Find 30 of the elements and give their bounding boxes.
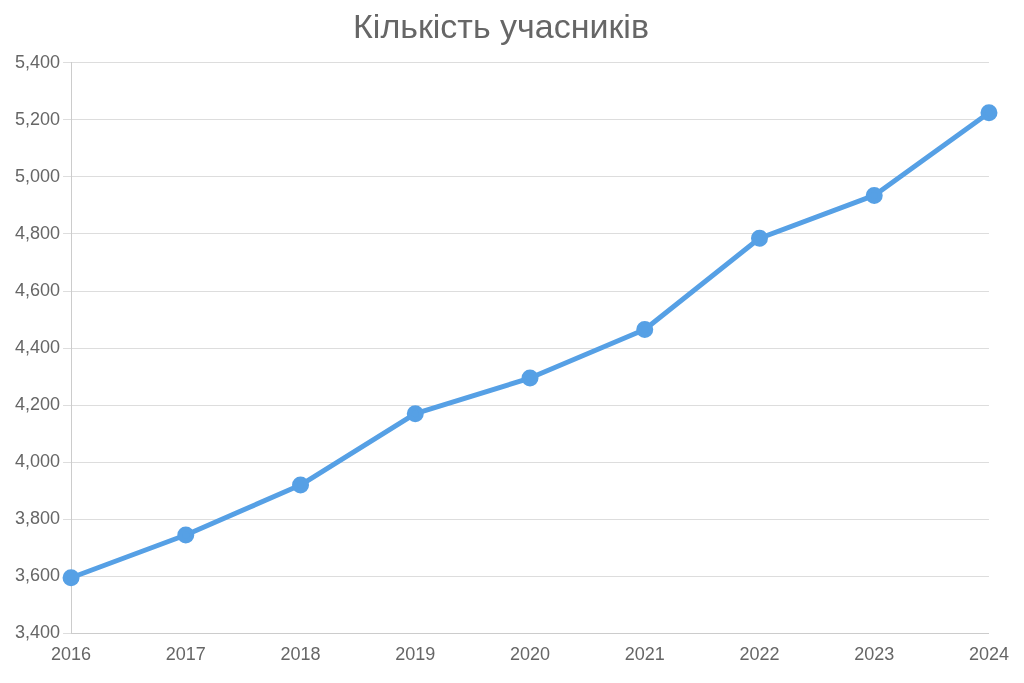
point xyxy=(751,229,768,247)
y-tick-label: 4,600 xyxy=(15,280,61,301)
y-tick-label: 4,000 xyxy=(15,451,61,472)
x-tick-label: 2020 xyxy=(509,644,551,665)
x-tick-label: 2022 xyxy=(739,644,780,665)
y-tick-label: 5,400 xyxy=(15,51,61,72)
x-tick-label: 2016 xyxy=(51,644,92,665)
chart-title: Кількість учасників xyxy=(353,6,649,45)
y-tick-label: 4,400 xyxy=(15,337,61,358)
point xyxy=(292,476,310,494)
point xyxy=(980,104,998,122)
point xyxy=(62,569,80,587)
x-tick-label: 2021 xyxy=(624,644,665,665)
y-tick-label: 3,600 xyxy=(15,565,61,586)
y-tick-label: 4,800 xyxy=(15,222,61,243)
y-tick-label: 5,000 xyxy=(15,165,61,186)
y-tick-label: 3,400 xyxy=(15,622,61,643)
x-tick-label: 2024 xyxy=(968,644,1009,665)
point xyxy=(177,526,195,544)
x-tick-label: 2019 xyxy=(395,644,436,665)
point xyxy=(636,321,654,339)
x-tick-label: 2017 xyxy=(165,644,206,665)
y-tick-label: 3,800 xyxy=(15,508,61,529)
y-tick-label: 5,200 xyxy=(15,108,61,129)
point xyxy=(865,186,883,204)
x-tick-label: 2018 xyxy=(280,644,321,665)
point xyxy=(521,369,539,387)
point xyxy=(406,405,424,423)
y-tick-label: 4,200 xyxy=(15,394,61,415)
x-tick-label: 2023 xyxy=(854,644,895,665)
